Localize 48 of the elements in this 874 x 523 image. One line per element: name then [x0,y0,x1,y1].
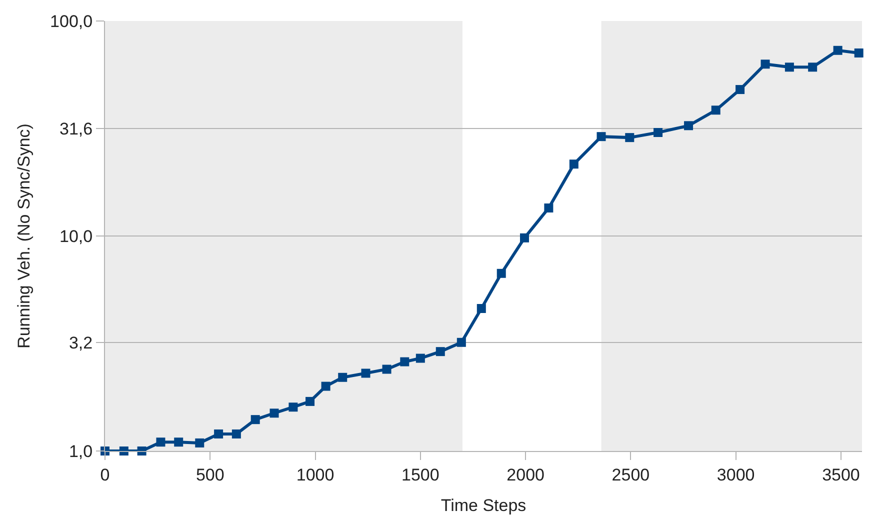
point [456,338,466,347]
point [476,304,486,314]
point [784,62,794,72]
point [232,429,241,438]
point [214,429,224,438]
point [760,60,770,69]
point [306,396,315,406]
y-tick-label: 100,0 [50,12,93,31]
point [156,438,166,447]
point [833,46,842,55]
point [382,364,392,374]
point [711,106,720,115]
point [654,128,663,137]
point [625,133,634,142]
y-tick-label: 10,0 [60,226,93,246]
y-tick-label: 1,0 [68,442,93,461]
point [854,48,864,58]
x-tick-label: 1000 [296,465,334,484]
y-axis-title: Running Veh. (No Sync/Sync) [14,124,34,348]
point [544,203,554,212]
x-tick-label: 3000 [716,465,755,484]
point [361,368,370,378]
point [195,438,204,448]
point [596,132,606,142]
y-tick-label: 3,2 [68,333,93,352]
point [496,268,506,278]
point [250,415,260,424]
y-tick-label: 31,6 [60,120,93,139]
point [520,233,529,242]
point [416,354,425,363]
point [321,382,330,391]
x-tick-label: 500 [196,465,224,484]
point [288,402,298,412]
point [736,85,745,94]
x-tick-label: 0 [100,465,110,484]
x-axis-title: Time Steps [440,496,526,515]
point [174,438,184,447]
point [400,357,410,366]
point [569,160,578,169]
point [684,121,694,130]
point [436,347,445,356]
x-tick-label: 3500 [822,465,860,484]
x-tick-label: 2500 [612,465,650,484]
x-tick-label: 1500 [402,465,440,484]
point [270,408,279,418]
x-tick-label: 2000 [506,465,544,484]
point [808,62,818,72]
point [338,372,348,382]
